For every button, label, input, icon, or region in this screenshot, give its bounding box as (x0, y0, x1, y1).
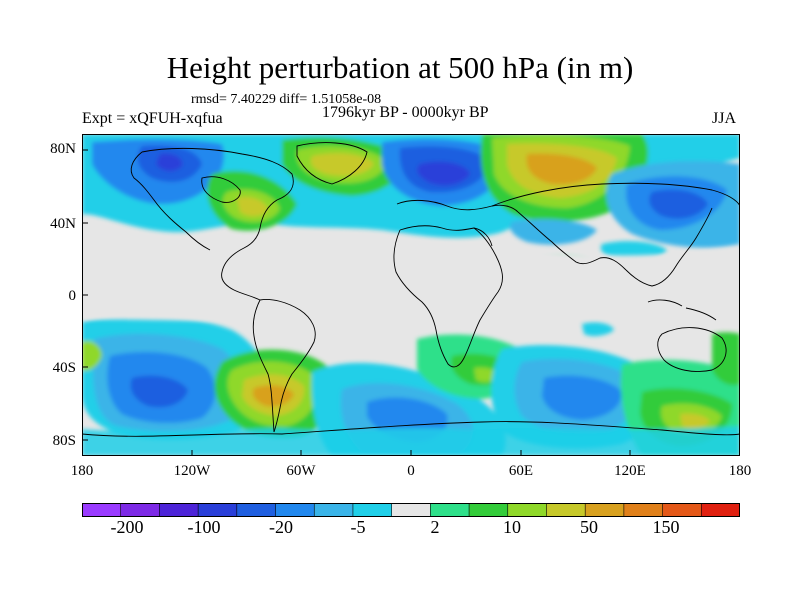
lon-label-60e: 60E (508, 463, 534, 479)
colorbar-cell (159, 503, 199, 517)
colorbar-label: 2 (430, 517, 440, 537)
lat-label-40s: 40S (52, 360, 76, 376)
colorbar-cell (662, 503, 703, 517)
colorbar-cell (352, 503, 393, 517)
colorbar-label: -20 (269, 517, 293, 537)
lon-label-180w: 180 (70, 463, 94, 479)
colorbar-cell (468, 503, 509, 517)
season-label: JJA (712, 110, 737, 127)
lon-label-120e: 120E (614, 463, 646, 479)
colorbar-label: 50 (580, 517, 598, 537)
colorbar-label: 150 (652, 517, 680, 537)
lon-label-60w: 60W (286, 463, 316, 479)
colorbar-cell (313, 503, 354, 517)
plot-title: Height perturbation at 500 hPa (in m) (166, 50, 634, 85)
experiment-label: Expt = xQFUH-xqfua (82, 110, 223, 127)
coastlines (82, 142, 740, 437)
map-panel (82, 134, 740, 456)
colorbar-label: 10 (503, 517, 521, 537)
colorbar-cell (82, 503, 122, 517)
stats-text: rmsd= 7.40229 diff= 1.51058e-08 (191, 92, 382, 107)
colorbar-cell (120, 503, 161, 517)
lat-label-80s: 80S (52, 433, 76, 449)
zero-band (82, 241, 740, 321)
colorbar-label: -200 (110, 517, 144, 537)
colorbar-cell (507, 503, 548, 517)
lon-label-0: 0 (407, 463, 415, 479)
colorbar-cell (623, 503, 664, 517)
axis-ticks (82, 149, 631, 456)
colorbar-label: -5 (350, 517, 366, 537)
lat-label-80n: 80N (50, 141, 76, 157)
colorbar-cell (236, 503, 277, 517)
colorbar-label: -100 (187, 517, 221, 537)
colorbar (82, 503, 740, 517)
lon-label-180e: 180 (728, 463, 752, 479)
colorbar-cell (391, 503, 432, 517)
colorbar-cell (700, 503, 740, 517)
colorbar-cell (275, 503, 316, 517)
lat-label-0: 0 (68, 288, 77, 304)
period-text: 1796kyr BP - 0000kyr BP (322, 104, 489, 121)
lon-label-120w: 120W (173, 463, 211, 479)
colorbar-cell (197, 503, 238, 517)
field-contours (82, 134, 740, 456)
colorbar-cell (546, 503, 586, 517)
lat-label-40n: 40N (50, 216, 76, 232)
colorbar-cell (430, 503, 470, 517)
colorbar-cell (584, 503, 625, 517)
